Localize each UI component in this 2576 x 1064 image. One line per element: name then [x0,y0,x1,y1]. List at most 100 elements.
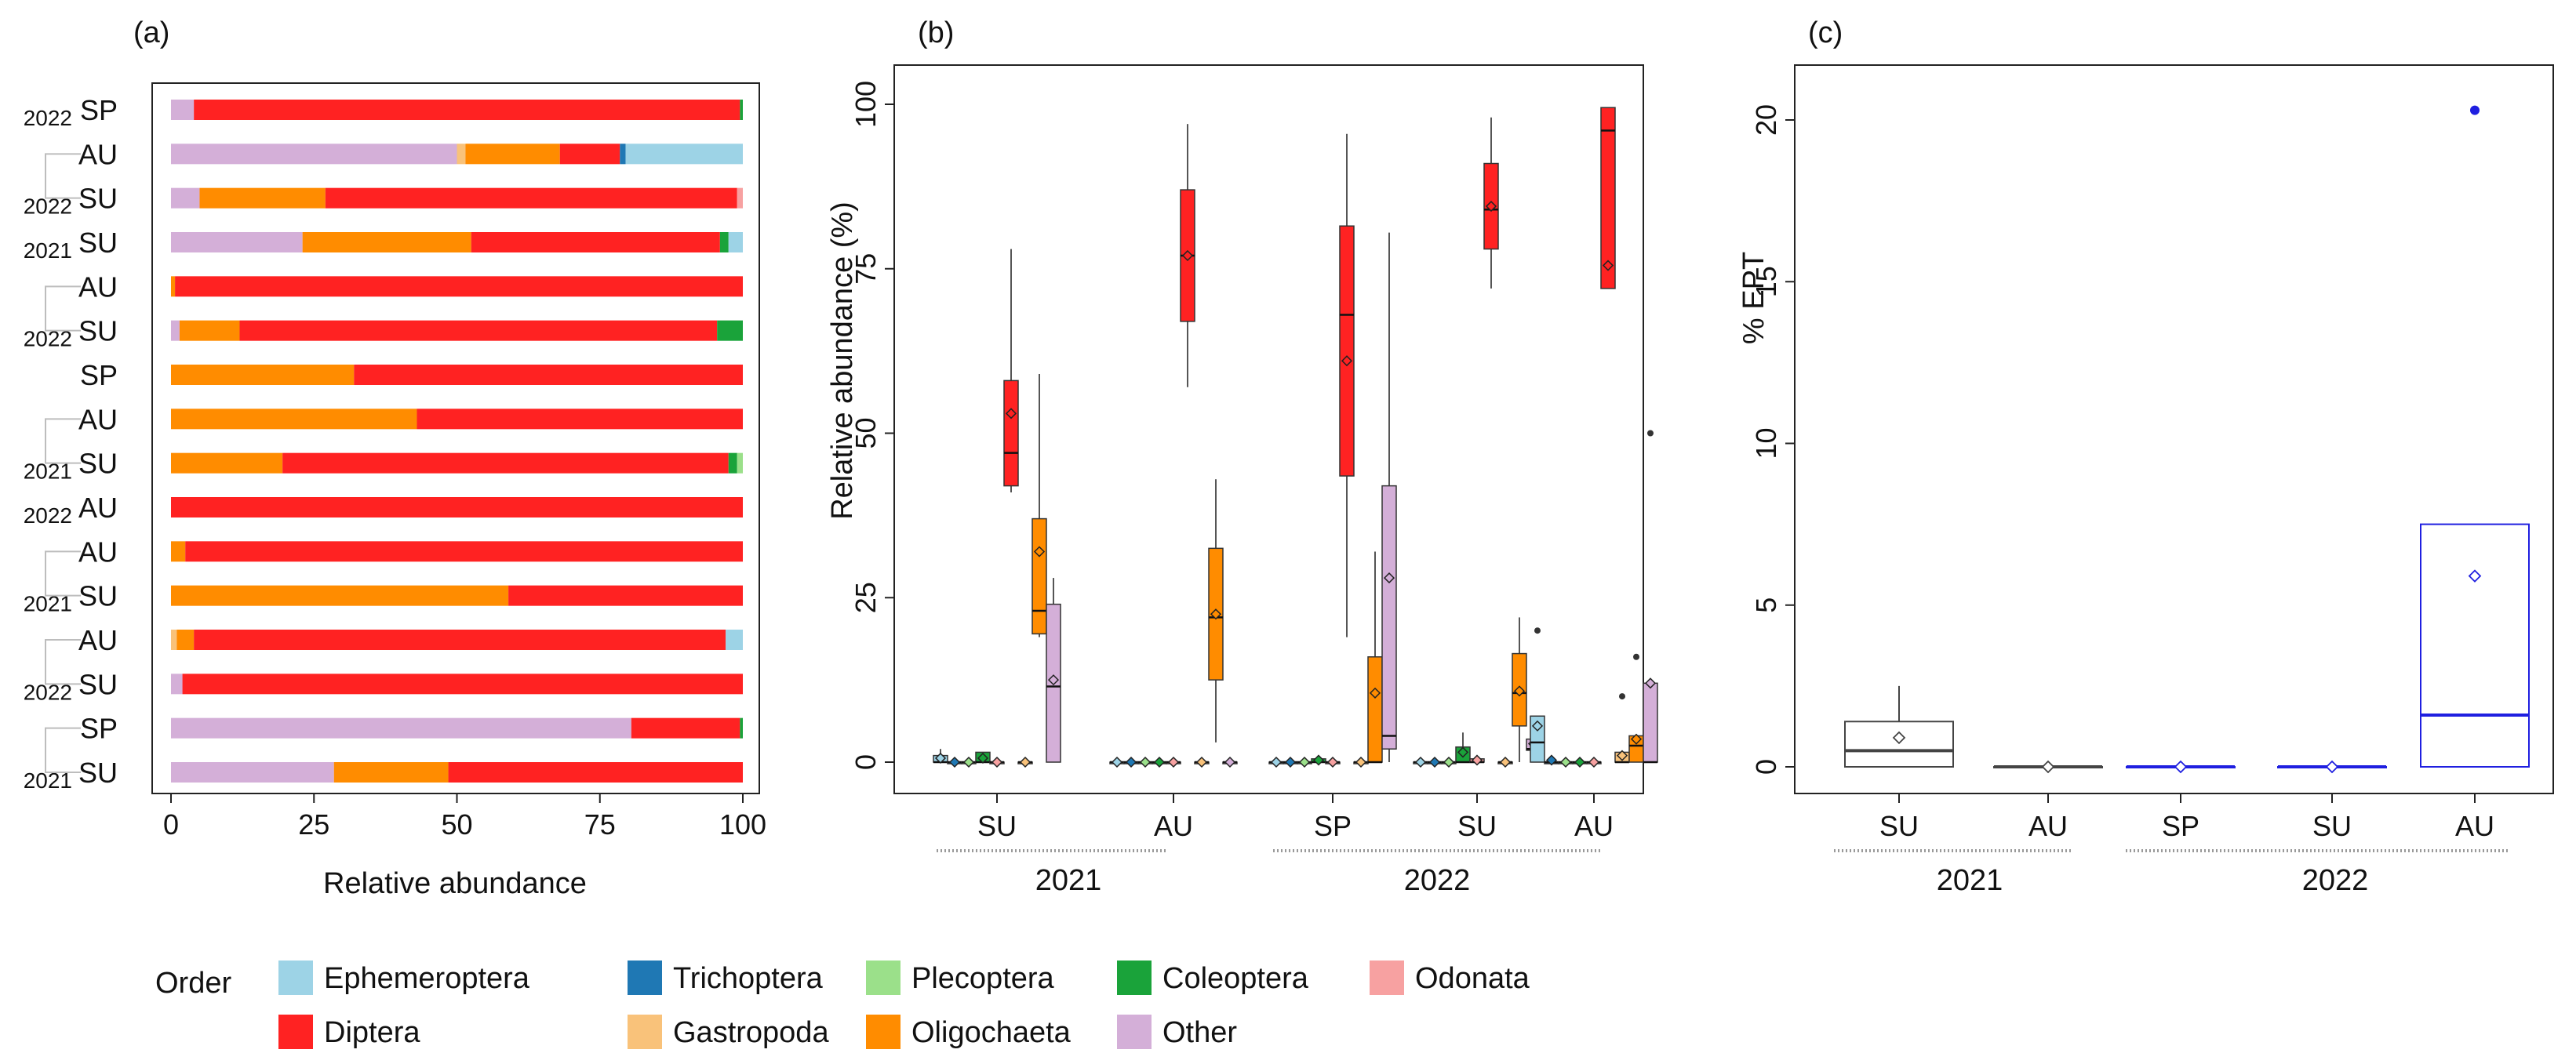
b-au2022-oligochaeta-mean [1630,733,1643,745]
bar-segment-row7-diptera [354,365,743,385]
b-au2021-diptera-mean [1181,249,1194,262]
bar-segment-row4-coleoptera [719,232,729,252]
bar-segment-row8-oligochaeta [171,409,417,430]
bracket-4 [45,550,81,597]
panel-c-ept-boxplot: 0 5 10 15 20 SU AU SP SU AU 2021 2022 [1750,64,2554,897]
row-label-10: AU [78,492,118,524]
b-xtick-label-2: AU [1154,810,1193,842]
bar-segment-row15-coleoptera [740,717,743,739]
panel-a-stacked-bars: SP2022AUSU2022SU2021AUSU2022SPAUSU2021AU… [24,82,766,841]
bar-segment-row5-diptera [175,276,743,297]
a-xtick-label-100: 100 [719,808,766,841]
panel-c-frame [1794,64,2554,794]
c-ytick-label-20: 20 [1750,104,1782,136]
b-au2022-ephemeroptera-outlier-1 [1534,627,1541,634]
b-au2022-ephemeroptera-mean [1531,720,1544,732]
b-ytick-label-100: 100 [850,81,882,128]
b-au2022-other-mean [1644,677,1657,689]
b-su2021-coleoptera-mean [977,752,989,764]
c-year-label-2022: 2022 [2302,864,2369,897]
c-ytick-label-15: 15 [1750,266,1782,297]
panel-b-frame [893,64,1644,794]
panel-b-boxplots: 0 25 50 75 100 SU AU SP SU AU 2021 2022 [850,64,1658,897]
c-xtick-label-5: AU [2455,810,2494,842]
bar-segment-row16-oligochaeta [333,762,449,783]
bar-segment-row4-other [171,232,303,252]
legend-label-odonata: Odonata [1415,962,1530,995]
b-sp2022-trichoptera-mean [1284,756,1297,768]
bracket-6 [45,727,81,773]
b-au2021-odonata-mean [1167,756,1180,768]
b-su2022-plecoptera-mean [1443,756,1455,768]
c-year-label-2021: 2021 [1937,864,2003,897]
b-au2022-odonata-mean [1588,756,1600,768]
bar-segment-row1-other [171,100,195,120]
row-label-16: SU [78,757,118,789]
b-su2021-diptera-mean [1005,408,1017,419]
b-su2021-oligochaeta-mean [1033,546,1046,557]
row-label-5: AU [78,271,118,303]
c-au2022-box [2420,523,2530,768]
bar-segment-row13-oligochaeta [176,630,195,650]
b-au2022-other-box [1643,682,1658,763]
bar-segment-row4-diptera [471,232,720,252]
legend-swatch-ephemeroptera [278,961,313,995]
row-label-12: SU [78,580,118,612]
b-au2022-trichoptera-mean [1545,754,1558,766]
legend-swatch-odonata [1370,961,1404,995]
b-su2021-oligochaeta-box [1031,517,1047,635]
b-year-label-2022: 2022 [1404,864,1471,897]
b-ytick-label-0: 0 [850,754,882,770]
b-su2022-trichoptera-mean [1428,756,1441,768]
bar-segment-row13-gastropoda [171,630,177,650]
c-su2021-mean [1892,731,1906,745]
bar-segment-row2-trichoptera [620,143,626,165]
b-su2021-gastropoda-mean [1019,756,1031,768]
bar-segment-row6-diptera [239,320,718,341]
bar-segment-row2-oligochaeta [465,143,560,165]
bar-segment-row14-other [171,674,183,695]
legend-label-plecoptera: Plecoptera [911,962,1055,995]
b-au2021-other-mean [1224,756,1236,768]
a-xtick-label-50: 50 [441,808,472,841]
bar-segment-row3-diptera [325,187,737,209]
b-xtick-label-1: SU [977,810,1017,842]
panel-c-ylabel: % EPT [1737,252,1770,344]
b-ytick-label-50: 50 [850,417,882,448]
b-au2022-diptera-box [1600,107,1616,289]
legend-title: Order [155,967,231,1000]
c-ytick-label-5: 5 [1750,597,1782,613]
b-au2022-plecoptera-mean [1559,756,1572,768]
bar-segment-row2-gastropoda [457,143,466,165]
panel-c-label: (c) [1808,16,1843,49]
b-au2022-diptera-mean [1602,260,1614,271]
bar-segment-row16-other [171,762,334,783]
c-ytick-label-10: 10 [1750,427,1782,459]
row-label-8: AU [78,403,118,435]
row-label-3: SU [78,183,118,215]
bar-segment-row13-diptera [194,630,726,650]
bar-segment-row13-ephemeroptera [726,630,743,650]
legend-swatch-coleoptera [1117,961,1152,995]
panel-b-ylabel: Relative abundance (%) [826,202,859,520]
legend-swatch-trichoptera [628,961,662,995]
b-sp2022-oligochaeta-mean [1369,687,1381,699]
b-sp2022-diptera-box [1339,225,1355,477]
b-sp2022-ephemeroptera-mean [1270,756,1283,768]
a-xtick-label-75: 75 [584,808,616,841]
b-au2021-gastropoda-mean [1195,756,1208,768]
bar-segment-row6-coleoptera [717,320,743,341]
b-sp2022-other-box [1381,485,1397,750]
c-ytick-label-0: 0 [1750,759,1782,775]
c-au2021-mean [2041,760,2055,774]
bar-segment-row5-oligochaeta [171,276,176,297]
b-su2021-ephemeroptera-mean [934,752,947,764]
b-sp2022-diptera-mean [1341,355,1353,367]
legend-swatch-plecoptera [866,961,901,995]
legend-swatch-other [1117,1015,1152,1049]
b-su2022-odonata-mean [1471,754,1483,766]
b-sp2022-gastropoda-mean [1355,756,1367,768]
bar-segment-row8-diptera [417,409,743,430]
b-sp2022-plecoptera-mean [1298,756,1311,768]
b-su2021-plecoptera-mean [962,756,975,768]
